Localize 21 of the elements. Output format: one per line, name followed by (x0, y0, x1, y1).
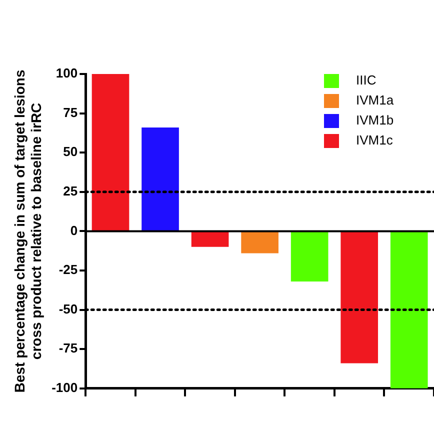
y-tick-label: -100 (52, 380, 78, 395)
y-tick-label: -50 (58, 301, 78, 316)
legend-label: IVM1b (356, 112, 394, 128)
bar (290, 232, 328, 282)
bar (142, 127, 179, 231)
y-tick-label: -25 (58, 262, 78, 278)
y-tick-label: 75 (63, 104, 78, 120)
legend-label: IVM1a (356, 92, 394, 108)
bar (340, 232, 378, 364)
y-tick-label: -75 (58, 340, 78, 356)
legend-label: IVM1c (356, 132, 394, 148)
bar (241, 232, 278, 254)
bar (92, 74, 130, 231)
legend-label: IIIC (356, 72, 376, 88)
y-axis-title: Best percentage change in sum of target lesions cross product relative to baseline irRC (11, 70, 44, 393)
y-tick-label: 0 (70, 222, 78, 238)
bar (390, 232, 428, 388)
y-tick-label: 50 (63, 144, 78, 160)
y-tick-label: 100 (56, 66, 78, 81)
y-tick-label: 25 (63, 183, 78, 198)
bar (191, 232, 229, 247)
